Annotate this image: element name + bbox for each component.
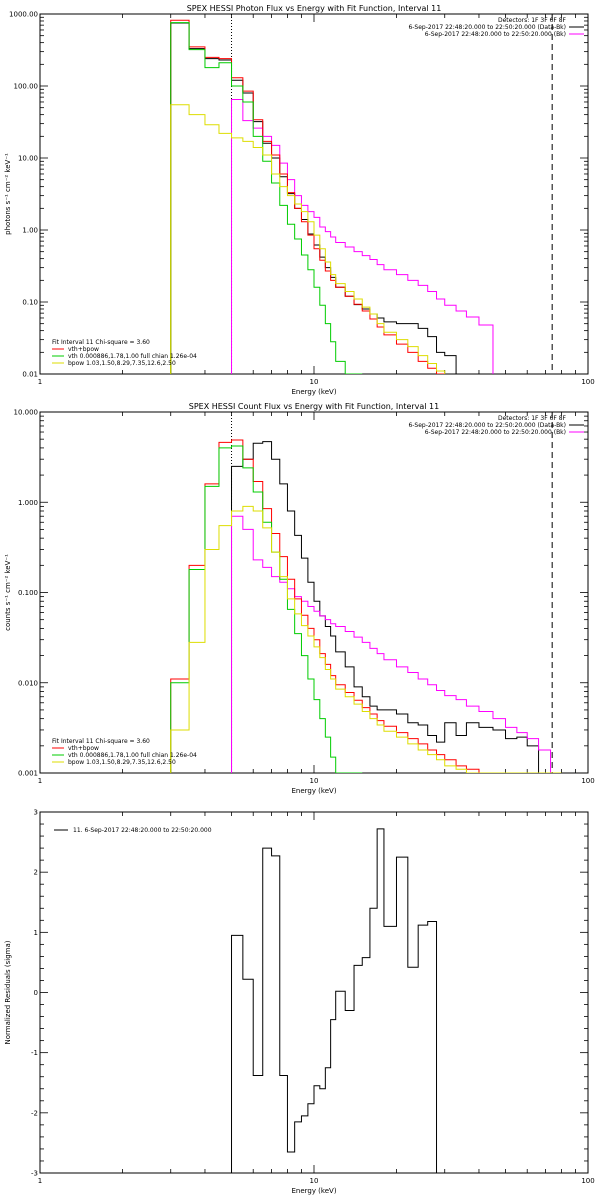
fit-legend-entry: vth 0.000886,1.78,1.00 full chian 1.26e-…	[68, 752, 197, 759]
fit-legend-header: Fit Interval 11 Chi-square = 3.60	[52, 738, 150, 745]
series-background-line	[231, 515, 552, 773]
series-vth-line	[170, 445, 363, 773]
fit-legend-entry: vth+bpow	[68, 745, 99, 752]
y-axis-ticks: 0.01 0.10 1.00 10.00 100.00 1000.00	[9, 11, 588, 379]
legend-header: Detectors: 1F 3F 6F 8F	[498, 415, 567, 422]
x-tick-label: 10	[310, 378, 319, 386]
residual-legend: 11. 6-Sep-2017 22:48:20.000 to 22:50:20.…	[54, 827, 212, 834]
y-tick-label: 3	[34, 809, 38, 817]
x-axis-title: Energy (keV)	[291, 787, 336, 795]
chart-title: SPEX HESSI Photon Flux vs Energy with Fi…	[187, 4, 442, 13]
y-tick-label: 0.100	[18, 589, 38, 597]
y-tick-label: 1000.00	[9, 11, 38, 19]
x-tick-label: 100	[581, 777, 594, 785]
y-axis-title: counts s⁻¹ cm⁻² keV⁻¹	[4, 554, 12, 631]
y-axis-title: Normalized Residuals (sigma)	[4, 940, 12, 1044]
fit-legend-entry: vth+bpow	[68, 346, 99, 353]
legend-entry: 6-Sep-2017 22:48:20.000 to 22:50:20.000 …	[408, 24, 566, 31]
x-axis-ticks: 1 10 100	[38, 412, 595, 785]
y-tick-label: 0.001	[18, 770, 38, 778]
series-bpow-line	[170, 505, 562, 773]
legend-entry: 6-Sep-2017 22:48:20.000 to 22:50:20.000 …	[408, 422, 566, 429]
fit-legend: Fit Interval 11 Chi-square = 3.60vth+bpo…	[52, 738, 197, 766]
plot-frame	[39, 13, 589, 375]
panel-residuals: 1 10 100 Energy (keV) -3 -2 -1 0 1 2 3 Normalized R…	[4, 809, 595, 1196]
y-tick-label: 1.00	[22, 227, 38, 235]
y-tick-label: 10.000	[14, 409, 39, 417]
legend-entry: 6-Sep-2017 22:48:20.000 to 22:50:20.000 …	[425, 429, 566, 436]
y-tick-label: 2	[34, 869, 38, 877]
y-axis-ticks: -3 -2 -1 0 1 2 3	[31, 809, 588, 1178]
series-data-line	[170, 22, 457, 374]
series-bpow-line	[170, 104, 446, 374]
plot-frame	[39, 811, 589, 1174]
y-tick-label: 1.000	[18, 499, 38, 507]
fit-legend-entry: vth 0.000886,1.78,1.00 full chian 1.26e-…	[68, 353, 197, 360]
x-axis-ticks: 1 10 100	[38, 14, 595, 386]
x-tick-label: 1	[38, 777, 42, 785]
series-data-line	[231, 441, 551, 773]
series-group	[170, 19, 494, 374]
series-background-line	[231, 98, 494, 374]
chart-title: SPEX HESSI Count Flux vs Energy with Fit…	[189, 402, 440, 411]
x-axis-title: Energy (keV)	[291, 388, 336, 396]
y-tick-label: -3	[31, 1170, 38, 1178]
series-group	[170, 439, 562, 773]
x-tick-label: 100	[581, 1177, 594, 1185]
panel-count: SPEX HESSI Count Flux vs Energy with Fit…	[4, 402, 595, 795]
series-group	[231, 828, 438, 1173]
y-tick-label: 0.01	[22, 371, 38, 379]
y-tick-label: -1	[31, 1049, 38, 1057]
fit-legend: Fit Interval 11 Chi-square = 3.60vth+bpo…	[52, 339, 197, 367]
x-tick-label: 10	[310, 777, 319, 785]
legend-entry: 11. 6-Sep-2017 22:48:20.000 to 22:50:20.…	[73, 827, 212, 834]
series-data-line	[231, 828, 438, 1173]
y-axis-ticks: 0.001 0.010 0.100 1.000 10.000	[14, 409, 588, 778]
x-tick-label: 1	[38, 1177, 42, 1185]
x-tick-label: 10	[310, 1177, 319, 1185]
legend-header: Detectors: 1F 3F 6F 8F	[498, 17, 567, 24]
fit-legend-entry: bpow 1.03,1.50,8.29,7.35,12.6,2.50	[68, 360, 176, 367]
panel-photon: SPEX HESSI Photon Flux vs Energy with Fi…	[4, 4, 595, 396]
y-tick-label: -2	[31, 1109, 38, 1117]
fit-legend-entry: bpow 1.03,1.50,8.29,7.35,12.6,2.50	[68, 759, 176, 766]
x-axis-ticks: 1 10 100	[38, 812, 595, 1185]
series-vth-line	[170, 22, 363, 374]
y-axis-title: photons s⁻¹ cm⁻² keV⁻¹	[4, 153, 12, 235]
y-tick-label: 0	[34, 989, 38, 997]
x-axis-title: Energy (keV)	[291, 1187, 336, 1195]
y-tick-label: 10.00	[18, 155, 38, 163]
x-tick-label: 100	[581, 378, 594, 386]
top-legend: Detectors: 1F 3F 6F 8F6-Sep-2017 22:48:2…	[408, 415, 584, 436]
top-legend: Detectors: 1F 3F 6F 8F6-Sep-2017 22:48:2…	[408, 17, 584, 38]
y-tick-label: 100.00	[14, 83, 39, 91]
x-tick-label: 1	[38, 378, 42, 386]
series-total-line	[170, 19, 445, 374]
y-tick-label: 0.010	[18, 679, 38, 687]
fit-legend-header: Fit Interval 11 Chi-square = 3.60	[52, 339, 150, 346]
y-tick-label: 1	[34, 929, 38, 937]
legend-entry: 6-Sep-2017 22:48:20.000 to 22:50:20.000 …	[425, 31, 566, 38]
y-tick-label: 0.10	[22, 299, 38, 307]
